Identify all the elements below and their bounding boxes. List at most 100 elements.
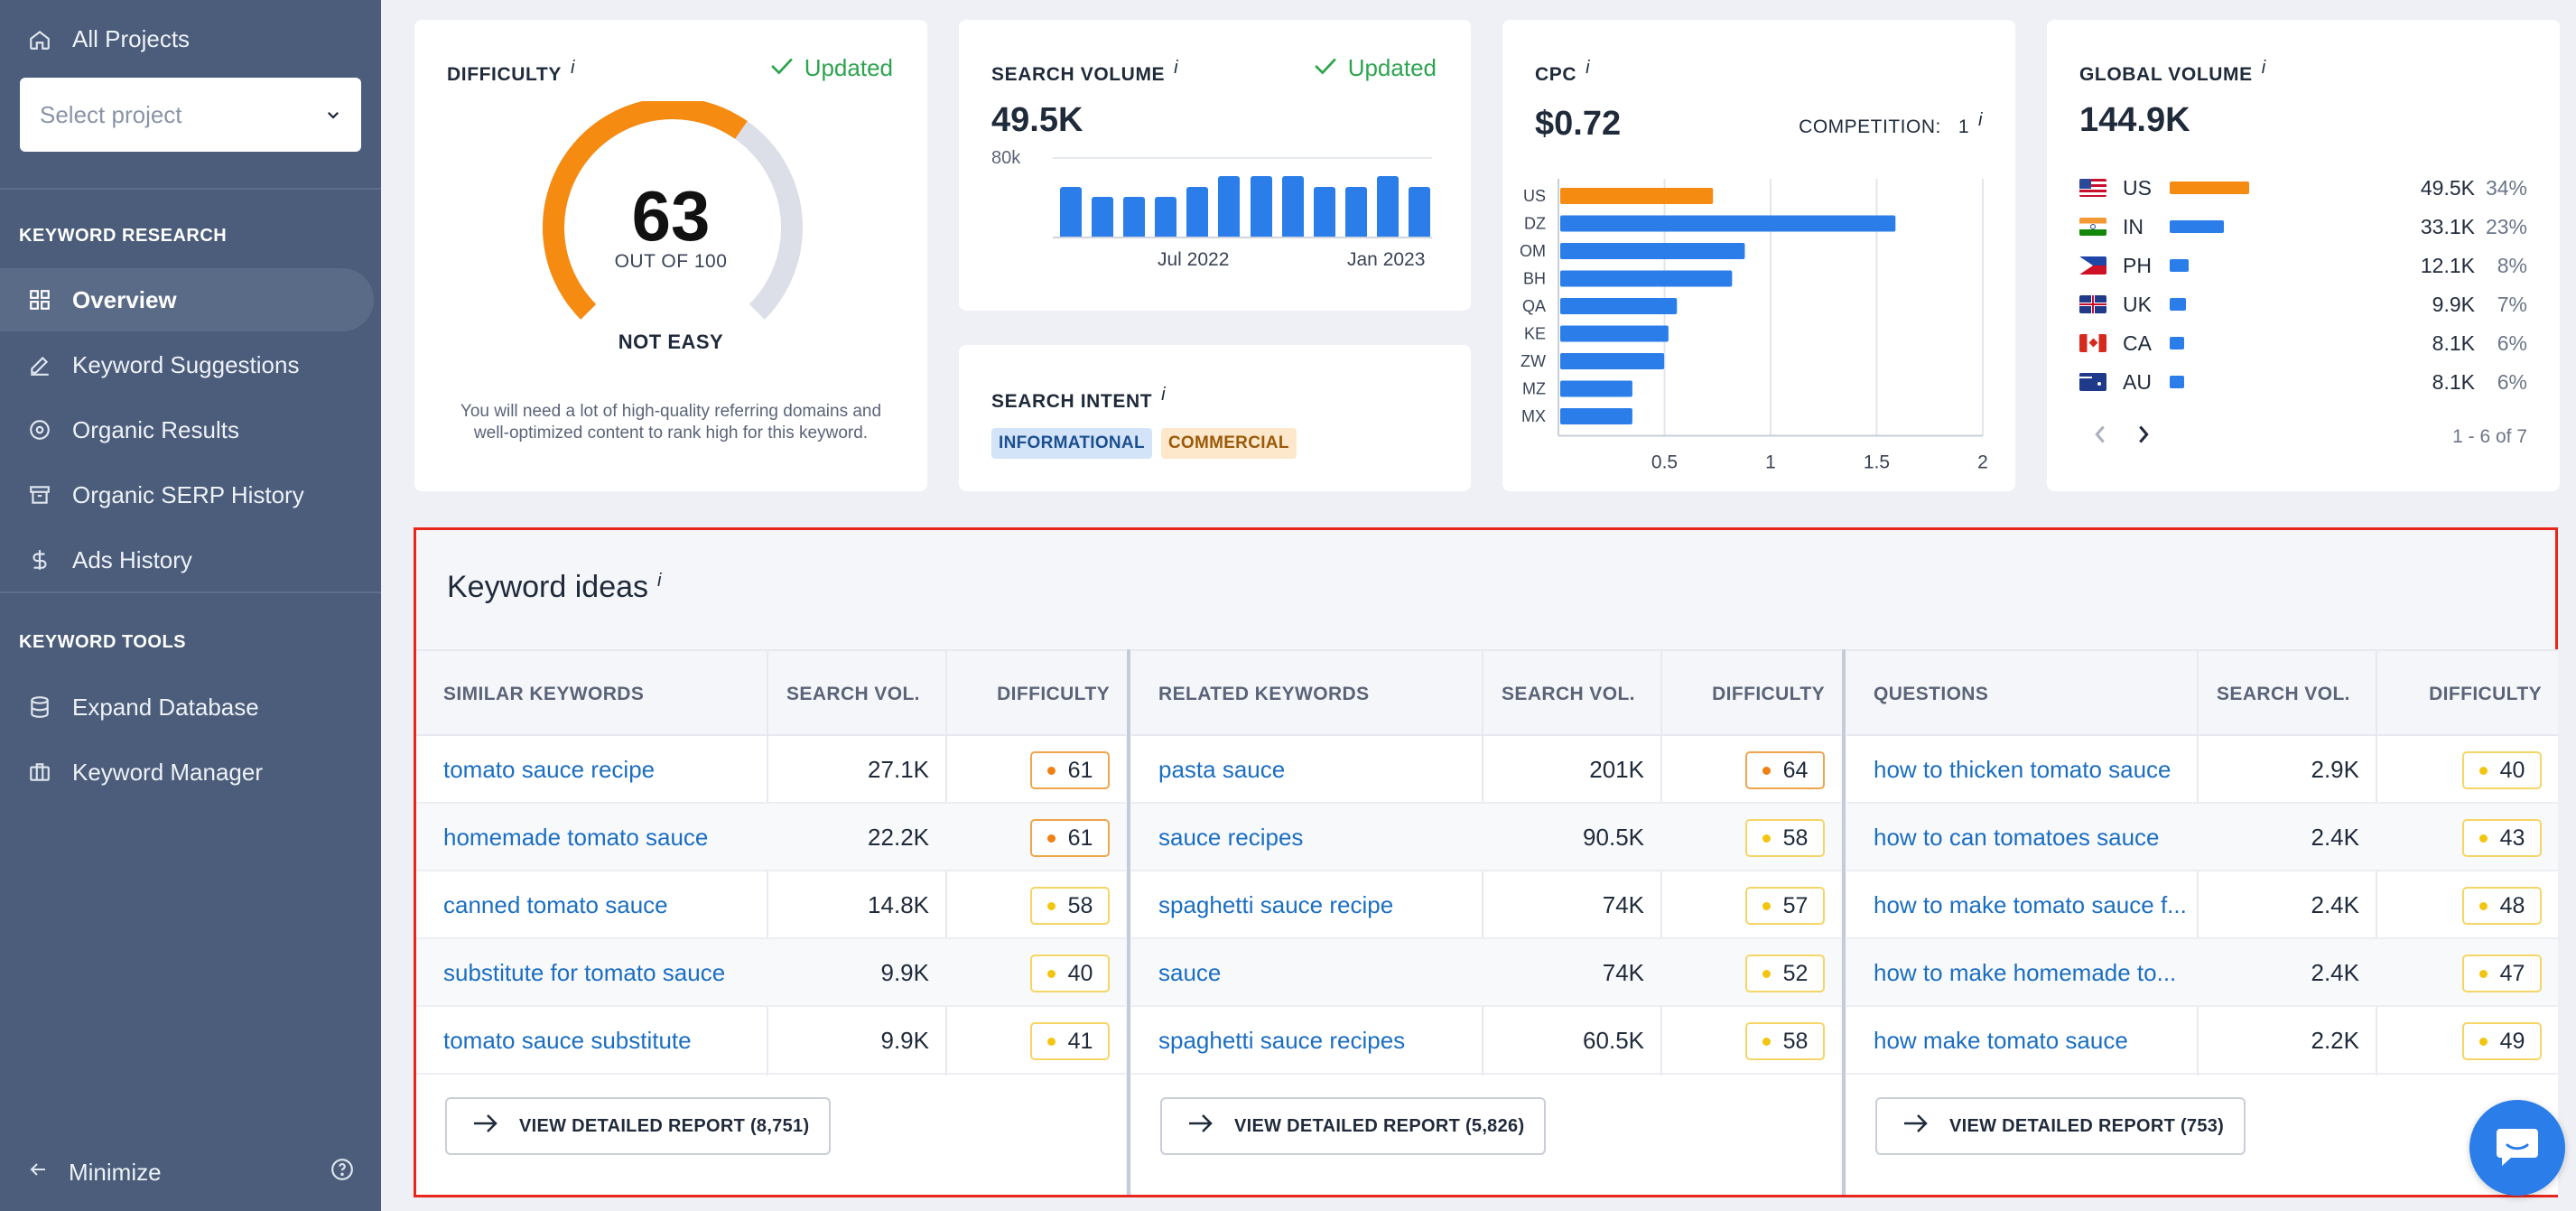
keyword-link[interactable]: spaghetti sauce recipe (1158, 891, 1394, 918)
volume-bar[interactable] (1155, 197, 1177, 237)
keyword-link[interactable]: how to make tomato sauce f... (1874, 891, 2187, 918)
column-header-search-vol[interactable]: SEARCH VOL. (786, 684, 920, 704)
help-icon[interactable] (330, 1158, 354, 1188)
sidebar-item-keyword-suggestions[interactable]: Keyword Suggestions (0, 333, 374, 396)
volume-bar[interactable] (1376, 176, 1399, 237)
search-intent-title: SEARCH INTENT i (991, 385, 1167, 412)
cpc-bar-bh[interactable] (1560, 270, 1733, 287)
sidebar-item-ads-history[interactable]: Ads History (0, 528, 374, 592)
keyword-volume: 74K (1602, 959, 1644, 986)
volume-bar[interactable] (1250, 176, 1272, 237)
difficulty-badge: 61 (1030, 751, 1110, 789)
column-header-difficulty[interactable]: DIFFICULTY (2429, 684, 2542, 704)
difficulty-badge: 58 (1745, 819, 1825, 857)
project-select[interactable]: Select project (20, 78, 361, 152)
difficulty-dot-icon (1762, 969, 1771, 978)
keyword-link[interactable]: homemade tomato sauce (443, 824, 709, 851)
keyword-link[interactable]: sauce recipes (1158, 824, 1304, 851)
volume-bar[interactable] (1186, 187, 1209, 237)
cpc-bar-ke[interactable] (1560, 325, 1669, 342)
table-row: tomato sauce substitute 9.9K 41 (416, 1007, 1126, 1075)
chat-button[interactable] (2469, 1100, 2565, 1196)
info-icon[interactable]: i (657, 570, 662, 591)
sidebar-item-expand-database[interactable]: Expand Database (0, 675, 374, 739)
keyword-link[interactable]: how to make homemade to... (1874, 959, 2177, 986)
chevron-right-icon[interactable] (2135, 424, 2152, 449)
volume-bar[interactable] (1060, 187, 1082, 237)
sidebar-item-keyword-manager[interactable]: Keyword Manager (0, 741, 374, 804)
country-volume: 33.1K (2420, 214, 2475, 238)
cpc-bar-zw[interactable] (1560, 353, 1665, 369)
sidebar-item-organic-results[interactable]: Organic Results (0, 398, 374, 461)
view-detailed-report-button[interactable]: VIEW DETAILED REPORT (753) (1875, 1097, 2246, 1155)
info-icon[interactable]: i (2261, 58, 2266, 78)
project-select-placeholder: Select project (40, 100, 182, 128)
difficulty-dot-icon (2478, 766, 2488, 775)
keyword-link[interactable]: canned tomato sauce (443, 891, 668, 918)
global-volume-row: US 49.5K 34% (2079, 170, 2527, 206)
keyword-link[interactable]: sauce (1158, 959, 1222, 986)
chevron-left-icon[interactable] (2092, 424, 2108, 449)
sidebar-item-label: Ads History (72, 545, 192, 573)
view-detailed-report-button[interactable]: VIEW DETAILED REPORT (5,826) (1160, 1097, 1547, 1155)
volume-bar[interactable] (1409, 187, 1430, 237)
info-icon[interactable]: i (1161, 385, 1167, 405)
cpc-bar-qa[interactable] (1560, 298, 1678, 314)
category-label: KE (1524, 325, 1546, 343)
keyword-volume: 60.5K (1583, 1027, 1644, 1054)
sidebar-item-label: Keyword Suggestions (72, 350, 300, 378)
column-header-difficulty[interactable]: DIFFICULTY (997, 684, 1110, 704)
info-icon[interactable]: i (1586, 58, 1591, 78)
sidebar-item-label: Expand Database (72, 693, 259, 721)
minimize-label: Minimize (69, 1159, 162, 1186)
country-volume: 12.1K (2420, 253, 2475, 277)
x-label: Jul 2022 (1158, 249, 1230, 270)
volume-bar[interactable] (1092, 197, 1114, 237)
keyword-link[interactable]: how make tomato sauce (1874, 1027, 2128, 1054)
keyword-link[interactable]: tomato sauce recipe (443, 756, 656, 783)
difficulty-badge: 48 (2462, 887, 2542, 925)
sidebar-item-organic-serp-history[interactable]: Organic SERP History (0, 463, 374, 526)
view-detailed-report-button[interactable]: VIEW DETAILED REPORT (8,751) (445, 1097, 832, 1155)
sidebar-item-overview[interactable]: Overview (0, 268, 374, 331)
section-keyword-research: KEYWORD RESEARCH (19, 226, 228, 246)
keyword-volume: 2.2K (2311, 1027, 2360, 1054)
column-header-difficulty[interactable]: DIFFICULTY (1712, 684, 1825, 704)
country-percent: 7% (2497, 292, 2527, 316)
volume-bar[interactable] (1218, 176, 1241, 237)
column-header-keywords[interactable]: RELATED KEYWORDS (1158, 684, 1370, 704)
flag-ph-icon (2079, 256, 2106, 275)
cpc-bar-om[interactable] (1560, 243, 1745, 259)
difficulty-badge: 47 (2462, 955, 2542, 992)
cpc-bar-mx[interactable] (1560, 408, 1632, 424)
column-header-keywords[interactable]: QUESTIONS (1874, 684, 1989, 704)
x-tick-label: 1 (1765, 452, 1776, 472)
table-header: QUESTIONS SEARCH VOL. DIFFICULTY (1846, 649, 2558, 736)
volume-bar[interactable] (1123, 197, 1146, 237)
volume-bar[interactable] (1344, 187, 1367, 237)
column-header-search-vol[interactable]: SEARCH VOL. (2217, 684, 2350, 704)
keyword-link[interactable]: how to can tomatoes sauce (1874, 824, 2160, 851)
column-header-search-vol[interactable]: SEARCH VOL. (1502, 684, 1635, 704)
cpc-bar-dz[interactable] (1560, 215, 1896, 232)
cpc-bar-mz[interactable] (1560, 380, 1632, 397)
difficulty-dot-icon (1046, 1037, 1056, 1046)
share-bar (2170, 259, 2189, 272)
country-code: CA (2123, 331, 2152, 355)
volume-bar[interactable] (1313, 187, 1335, 237)
keyword-link[interactable]: spaghetti sauce recipes (1158, 1027, 1406, 1054)
volume-bar[interactable] (1281, 176, 1304, 237)
info-icon[interactable]: i (1174, 58, 1179, 78)
keyword-link[interactable]: tomato sauce substitute (443, 1027, 692, 1054)
all-projects-link[interactable]: All Projects (27, 25, 190, 53)
keyword-link[interactable]: pasta sauce (1158, 756, 1286, 783)
info-icon[interactable]: i (1978, 110, 1983, 130)
cpc-bar-us[interactable] (1560, 188, 1714, 204)
table-header: RELATED KEYWORDS SEARCH VOL. DIFFICULTY (1131, 649, 1841, 736)
keyword-link[interactable]: substitute for tomato sauce (443, 959, 726, 986)
keyword-link[interactable]: how to thicken tomato sauce (1874, 756, 2171, 783)
column-header-keywords[interactable]: SIMILAR KEYWORDS (443, 684, 645, 704)
minimize-button[interactable]: Minimize (27, 1159, 162, 1187)
info-icon[interactable]: i (570, 58, 575, 78)
share-bar (2170, 182, 2250, 194)
